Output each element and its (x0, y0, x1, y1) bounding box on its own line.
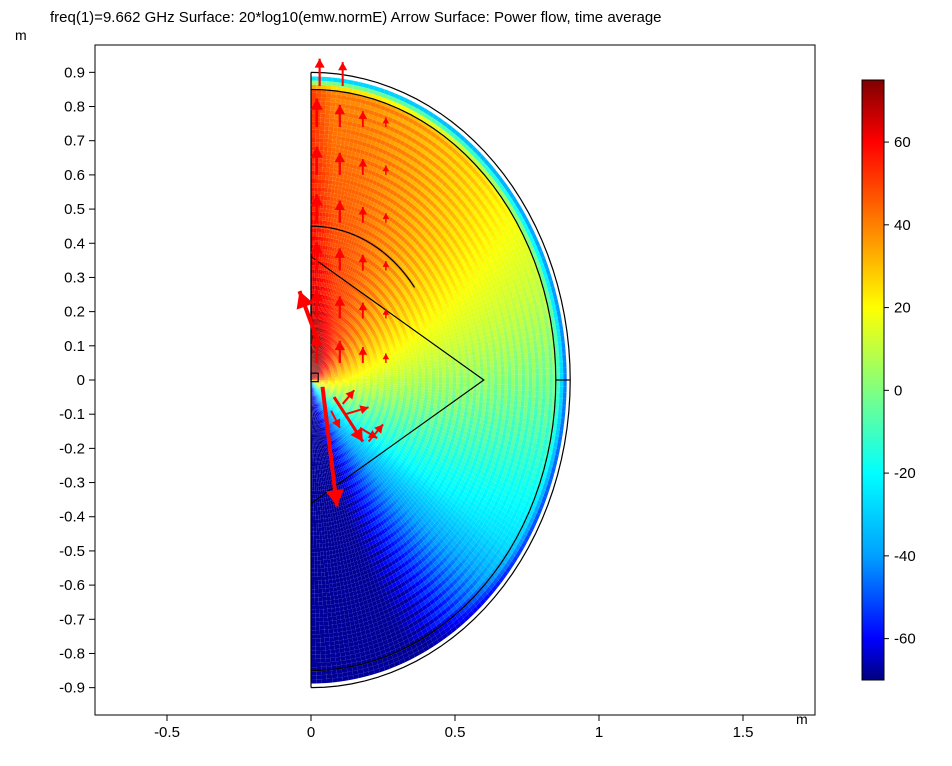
y-tick-label: -0.9 (59, 680, 85, 697)
y-tick-label: -0.5 (59, 543, 85, 560)
x-tick-label: 0.5 (445, 724, 466, 741)
x-tick-label: 1.5 (733, 724, 754, 741)
colorbar-tick-label: 0 (894, 382, 902, 399)
y-tick-label: 0.4 (64, 235, 85, 252)
x-tick-label: -0.5 (154, 724, 180, 741)
x-tick-label: 0 (307, 724, 315, 741)
y-tick-label: 0.5 (64, 201, 85, 218)
y-tick-label: -0.3 (59, 475, 85, 492)
y-tick-label: 0 (77, 372, 85, 389)
y-unit-label: m (15, 27, 27, 43)
colorbar (862, 80, 884, 680)
y-tick-label: 0.9 (64, 64, 85, 81)
colorbar-tick-label: -60 (894, 631, 916, 648)
y-tick-label: 0.6 (64, 167, 85, 184)
plot-title: freq(1)=9.662 GHz Surface: 20*log10(emw.… (50, 9, 662, 26)
y-tick-label: -0.1 (59, 406, 85, 423)
colorbar-tick-label: 20 (894, 300, 911, 317)
y-tick-label: 0.8 (64, 99, 85, 116)
x-tick-label: 1 (595, 724, 603, 741)
colorbar-tick-label: -20 (894, 465, 916, 482)
y-tick-label: -0.7 (59, 611, 85, 628)
y-tick-label: -0.2 (59, 440, 85, 457)
colorbar-tick-label: -40 (894, 548, 916, 565)
y-tick-label: -0.6 (59, 577, 85, 594)
y-tick-label: -0.8 (59, 645, 85, 662)
y-tick-label: 0.2 (64, 304, 85, 321)
y-tick-label: 0.1 (64, 338, 85, 355)
y-tick-label: -0.4 (59, 509, 85, 526)
y-tick-label: 0.3 (64, 269, 85, 286)
colorbar-tick-label: 60 (894, 134, 911, 151)
y-tick-label: 0.7 (64, 133, 85, 150)
colorbar-tick-label: 40 (894, 217, 911, 234)
